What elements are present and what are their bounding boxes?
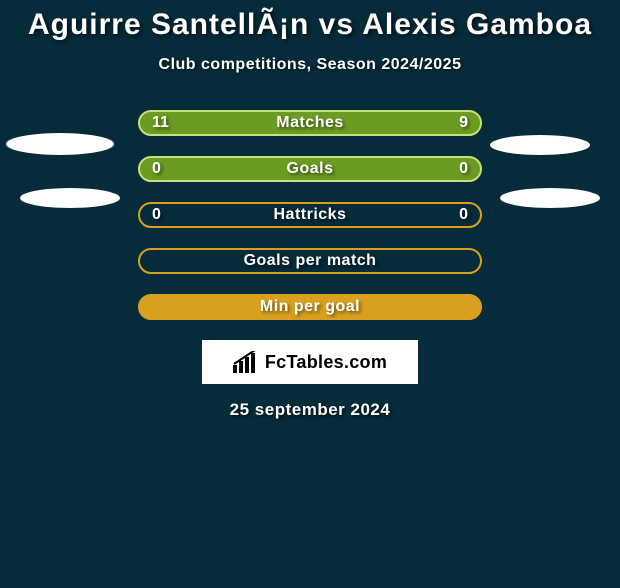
stat-label: Matches (276, 114, 344, 132)
stat-label: Hattricks (274, 206, 347, 224)
stat-label: Goals (287, 160, 334, 178)
stat-row: Min per goal (138, 294, 482, 320)
stat-left-value: 11 (152, 114, 169, 132)
stat-row: 0 Goals 0 (138, 156, 482, 182)
player-right-ellipse (500, 188, 600, 208)
player-left-ellipse (20, 188, 120, 208)
stat-left-value: 0 (152, 206, 161, 224)
branding-badge: FcTables.com (202, 340, 418, 384)
stat-right-value: 0 (459, 206, 468, 224)
subtitle: Club competitions, Season 2024/2025 (0, 56, 620, 74)
stat-left-value: 0 (152, 160, 161, 178)
stat-row: Goals per match (138, 248, 482, 274)
stat-row: 0 Hattricks 0 (138, 202, 482, 228)
page-title: Aguirre SantellÃ¡n vs Alexis Gamboa (0, 8, 620, 42)
stat-label: Goals per match (244, 252, 377, 270)
stat-right-value: 9 (459, 114, 468, 132)
stat-row: 11 Matches 9 (138, 110, 482, 136)
date-text: 25 september 2024 (0, 400, 620, 420)
brand-text: FcTables.com (265, 352, 387, 373)
stat-label: Min per goal (260, 298, 360, 316)
bars-icon (233, 351, 259, 373)
stat-right-value: 0 (459, 160, 468, 178)
player-left-ellipse (6, 133, 114, 155)
player-right-ellipse (490, 135, 590, 155)
